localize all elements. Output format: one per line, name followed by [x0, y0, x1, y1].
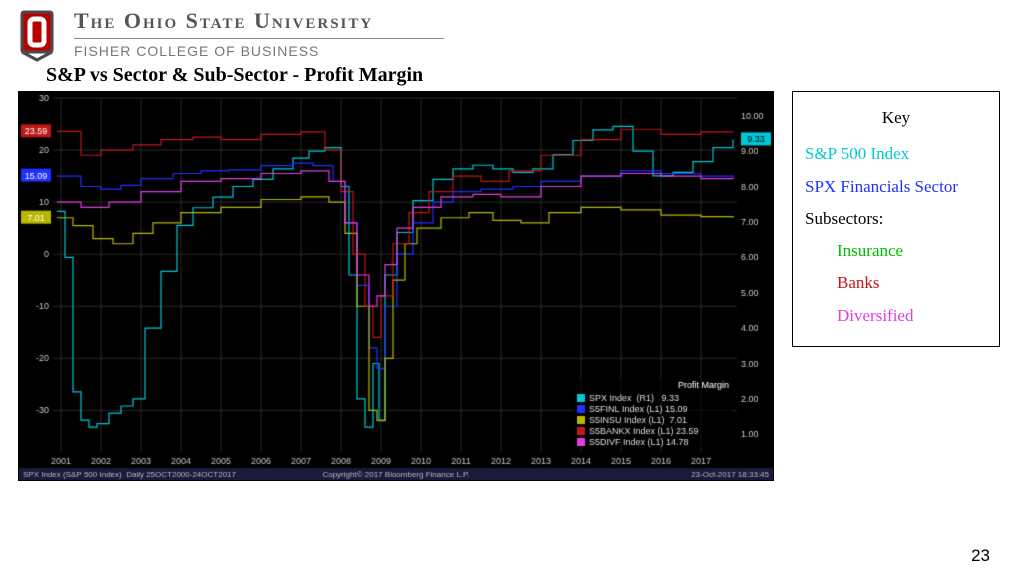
osu-logo-icon	[18, 8, 56, 62]
university-name: The Ohio State University	[74, 8, 444, 34]
page-number: 23	[971, 546, 990, 566]
key-item: Banks	[805, 267, 987, 299]
key-item: Diversified	[805, 300, 987, 332]
divider	[74, 38, 444, 39]
key-item: S&P 500 Index	[805, 138, 987, 170]
key-title: Key	[805, 102, 987, 134]
header: The Ohio State University FISHER COLLEGE…	[18, 8, 1006, 62]
key-item: Subsectors:	[805, 203, 987, 235]
key-item: SPX Financials Sector	[805, 171, 987, 203]
slide-title: S&P vs Sector & Sub-Sector - Profit Marg…	[46, 64, 1006, 87]
legend-key-box: Key S&P 500 IndexSPX Financials SectorSu…	[792, 91, 1000, 347]
key-item: Insurance	[805, 235, 987, 267]
college-name: FISHER COLLEGE OF BUSINESS	[74, 43, 444, 59]
profit-margin-chart	[18, 91, 774, 481]
